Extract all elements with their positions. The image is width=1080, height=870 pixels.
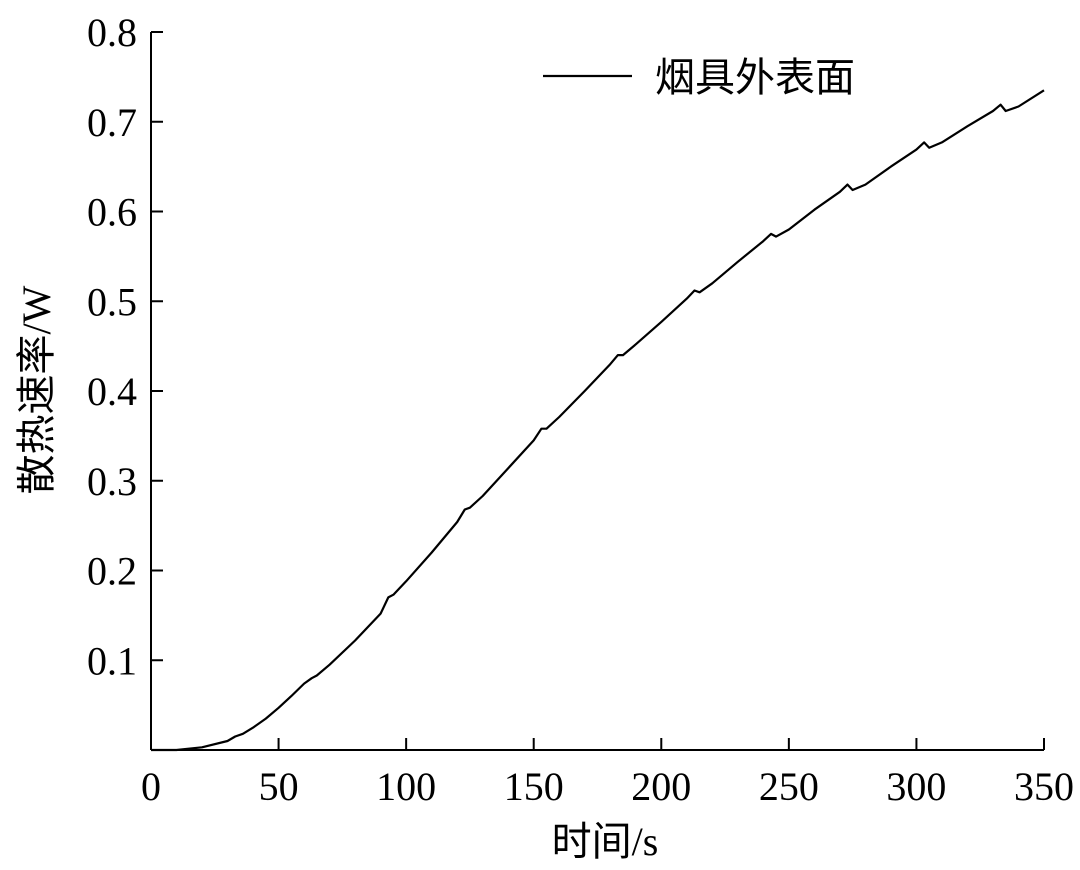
y-tick-label: 0.8 <box>87 10 137 55</box>
x-tick-label: 100 <box>376 764 436 809</box>
x-tick-label: 250 <box>759 764 819 809</box>
x-tick-label: 300 <box>886 764 946 809</box>
y-tick-label: 0.6 <box>87 190 137 235</box>
legend: 烟具外表面 <box>543 55 855 100</box>
x-tick-label: 0 <box>141 764 161 809</box>
y-tick-label: 0.5 <box>87 279 137 324</box>
y-tick-label: 0.7 <box>87 100 137 145</box>
axes <box>150 32 1044 751</box>
x-tick-label: 150 <box>504 764 564 809</box>
legend-label: 烟具外表面 <box>655 55 855 100</box>
x-tick-label: 200 <box>631 764 691 809</box>
y-axis-title: 散热速率/W <box>14 285 59 494</box>
y-axis-ticks: 0.1 0.2 0.3 0.4 0.5 0.6 0.7 0.8 <box>87 10 163 683</box>
series-line <box>151 89 1045 752</box>
y-tick-label: 0.4 <box>87 369 137 414</box>
series-layer <box>151 89 1045 752</box>
x-tick-label: 350 <box>1014 764 1074 809</box>
x-axis-title: 时间/s <box>552 819 659 864</box>
x-tick-label: 50 <box>259 764 299 809</box>
y-tick-label: 0.3 <box>87 459 137 504</box>
y-tick-label: 0.2 <box>87 549 137 594</box>
y-tick-label: 0.1 <box>87 638 137 683</box>
x-axis-ticks: 0 50 100 150 200 250 300 350 <box>141 738 1074 809</box>
